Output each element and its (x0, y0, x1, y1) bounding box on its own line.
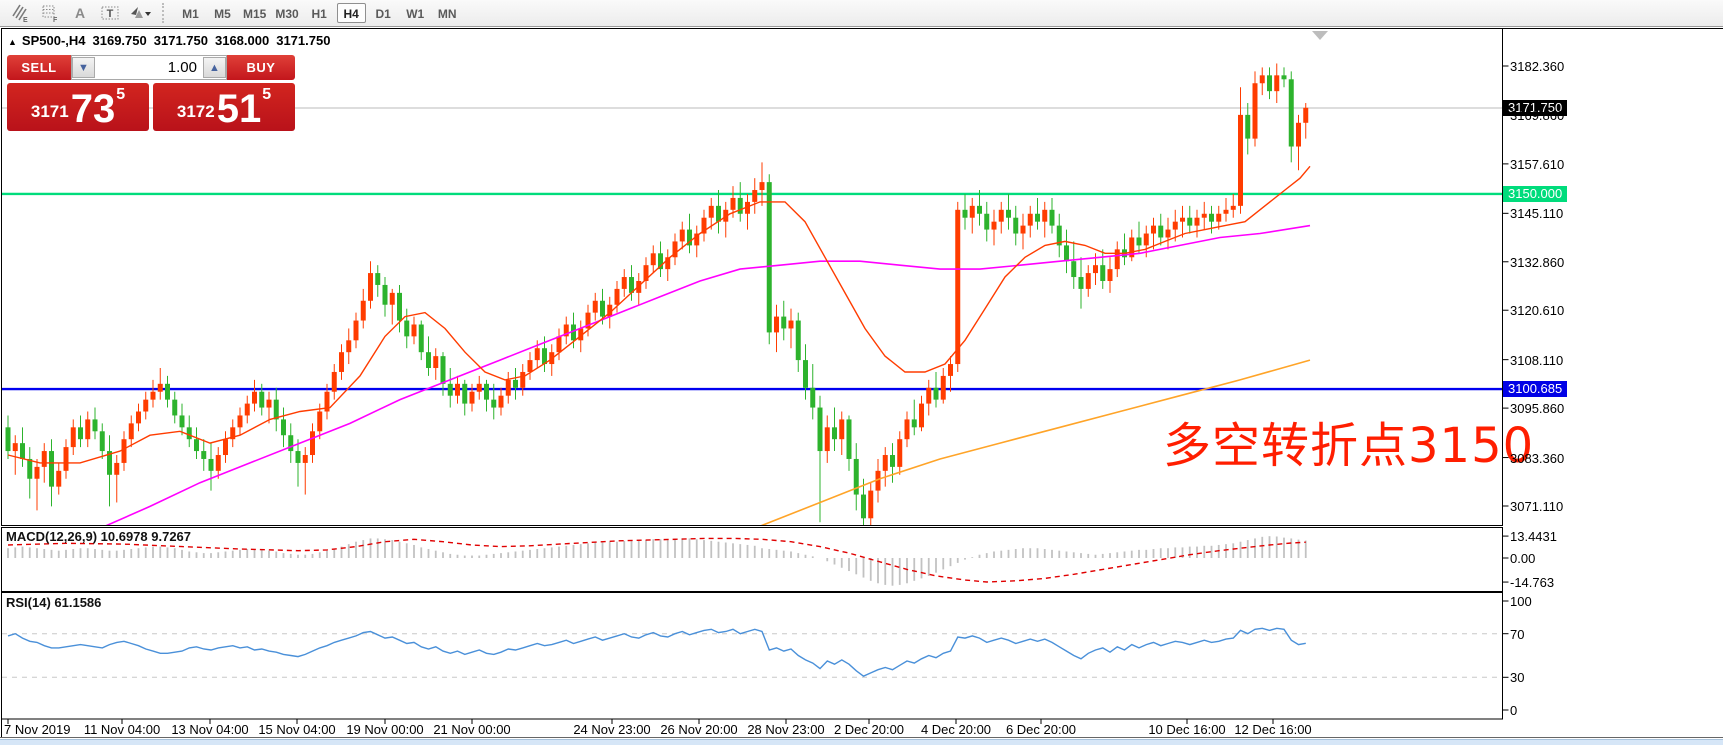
bid-price-box[interactable]: 3171 73 5 (7, 83, 149, 131)
timeframe-d1-button[interactable]: D1 (375, 7, 391, 21)
time-tick-label: 4 Dec 20:00 (920, 722, 992, 737)
timeframe-h4-button[interactable]: H4 (336, 3, 366, 23)
current-price-flag: 3171.750 (1503, 99, 1567, 116)
green-level-flag: 3150.000 (1503, 185, 1567, 202)
time-tick-label: 26 Nov 20:00 (660, 722, 738, 737)
timeframe-m1-button[interactable]: M1 (182, 7, 199, 21)
timeframe-mn-button[interactable]: MN (437, 7, 457, 21)
timeframe-m5-button[interactable]: M5 (214, 7, 231, 21)
price-tick-label: 3083.360 (1510, 450, 1565, 466)
macd-label: MACD(12,26,9) 10.6978 9.7267 (6, 529, 192, 544)
ask-price-box[interactable]: 3172 51 5 (153, 83, 295, 131)
toolbar: E F A T (0, 0, 1723, 27)
rsi-tick-label: 30 (1510, 670, 1525, 686)
sell-button[interactable]: SELL (7, 55, 71, 80)
textbox-t-icon[interactable]: T (96, 2, 123, 24)
open-value: 3169.750 (92, 33, 147, 48)
svg-text:F: F (53, 17, 58, 23)
toolbar-divider (162, 3, 168, 23)
buy-button[interactable]: BUY (227, 55, 295, 80)
macd-tick-label: 13.4431 (1510, 529, 1557, 545)
chart-annotation: 多空转折点3150 (1163, 418, 1535, 474)
rsi-tick-label: 0 (1510, 703, 1518, 718)
time-tick-label: 7 Nov 2019 (4, 722, 71, 737)
time-tick-label: 13 Nov 04:00 (171, 722, 249, 737)
timeframe-group: M1 M5 M15 M30 H1 H4 D1 W1 MN (176, 3, 465, 23)
macd-tick-label: 0.00 (1510, 551, 1536, 566)
rsi-tick-label: 100 (1510, 594, 1532, 609)
time-tick-label: 12 Dec 16:00 (1234, 722, 1312, 737)
symbol-ohlc-line: ▲ SP500-,H4 3169.750 3171.750 3168.000 3171.7… (8, 33, 337, 48)
time-tick-label: 15 Nov 04:00 (258, 722, 336, 737)
grid-f-icon[interactable]: F (36, 2, 63, 24)
time-tick-label: 2 Dec 20:00 (833, 722, 905, 737)
cursor-arrows-icon[interactable] (126, 2, 153, 24)
price-tick-label: 3120.610 (1510, 303, 1565, 319)
ask-pips: 51 (216, 87, 262, 132)
volume-input[interactable] (95, 58, 203, 77)
timeframe-m30-button[interactable]: M30 (275, 7, 299, 21)
bid-main: 3171 (30, 102, 69, 121)
price-tick-label: 3108.110 (1510, 352, 1564, 368)
time-tick-label: 6 Dec 20:00 (1005, 722, 1077, 737)
macd-tick-label: -14.763 (1510, 575, 1555, 591)
bid-fraction: 5 (116, 86, 126, 103)
ask-fraction: 5 (262, 86, 272, 103)
volume-increase-button[interactable]: ▲ (203, 57, 226, 78)
timeframe-w1-button[interactable]: W1 (406, 7, 425, 21)
price-tick-label: 3132.860 (1510, 254, 1565, 270)
high-value: 3171.750 (153, 33, 208, 48)
scroll-to-end-icon[interactable] (1312, 31, 1328, 40)
time-tick-label: 28 Nov 23:00 (747, 722, 825, 737)
time-tick-label: 21 Nov 00:00 (433, 722, 511, 737)
volume-decrease-button[interactable]: ▼ (72, 57, 95, 78)
blue-level-flag: 3100.685 (1503, 381, 1567, 398)
time-tick-label: 10 Dec 16:00 (1148, 722, 1226, 737)
window-edge-strip (0, 739, 1723, 745)
rsi-tick-label: 70 (1510, 626, 1525, 642)
time-tick-label: 19 Nov 00:00 (346, 722, 424, 737)
svg-text:E: E (23, 17, 28, 23)
time-tick-label: 24 Nov 23:00 (573, 722, 651, 737)
symbol-name: SP500-,H4 (21, 33, 86, 48)
price-tick-label: 3157.610 (1510, 156, 1565, 172)
time-tick-label: 11 Nov 04:00 (83, 722, 161, 737)
collapse-triangle-icon[interactable]: ▲ (8, 37, 17, 47)
price-tick-label: 3095.860 (1510, 401, 1565, 417)
pencil-e-icon[interactable]: E (6, 2, 33, 24)
svg-text:T: T (106, 8, 113, 20)
price-tick-label: 3145.110 (1510, 206, 1564, 222)
bid-pips: 73 (70, 87, 116, 132)
price-tick-label: 3169.860 (1510, 108, 1565, 124)
volume-spinner: ▼ ▲ (71, 55, 227, 80)
ask-main: 3172 (176, 102, 215, 121)
price-tick-label: 3182.360 (1510, 59, 1565, 74)
timeframe-h1-button[interactable]: H1 (311, 7, 327, 21)
price-tick-label: 3071.110 (1510, 498, 1564, 514)
timeframe-m15-button[interactable]: M15 (243, 7, 267, 21)
rsi-label: RSI(14) 61.1586 (6, 595, 102, 610)
letter-a-icon[interactable]: A (66, 2, 93, 24)
close-value: 3171.750 (276, 33, 331, 48)
low-value: 3168.000 (214, 33, 270, 48)
svg-text:A: A (74, 5, 84, 21)
